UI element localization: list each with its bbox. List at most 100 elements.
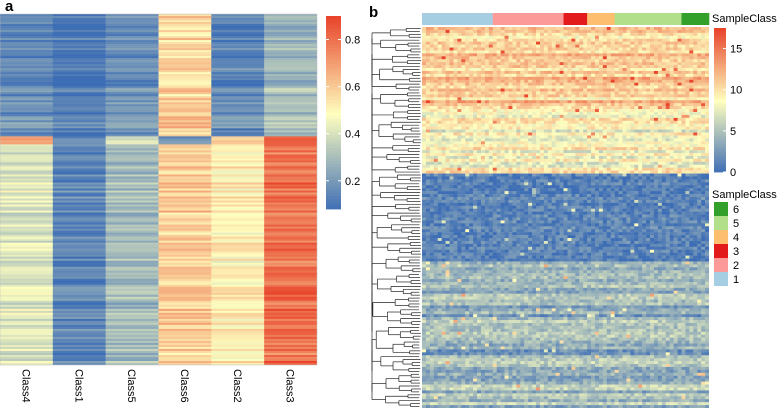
heatmap-b-cell [528, 50, 532, 53]
heatmap-a-cell [0, 110, 53, 112]
heatmap-b-cell [426, 97, 430, 100]
heatmap-b-cell [536, 27, 540, 30]
heatmap-b-cell [442, 86, 446, 89]
heatmap-a-cell [0, 118, 53, 120]
heatmap-b-cell [426, 100, 430, 103]
heatmap-b-cell [430, 109, 434, 112]
heatmap-b-cell [524, 138, 528, 141]
heatmap-b-cell [516, 121, 520, 124]
heatmap-b-cell [544, 150, 548, 153]
heatmap-b-cell [457, 159, 461, 162]
heatmap-b-cell [477, 159, 481, 162]
heatmap-b-cell [481, 68, 485, 71]
heatmap-b-cell [473, 94, 477, 97]
heatmap-b-cell [524, 48, 528, 51]
heatmap-b-cell [587, 33, 591, 36]
heatmap-b-cell [697, 59, 701, 62]
heatmap-b-cell [524, 91, 528, 94]
heatmap-b-cell [634, 74, 638, 77]
heatmap-b-cell [662, 103, 666, 106]
heatmap-a-cell [264, 265, 317, 267]
heatmap-b-cell [638, 124, 642, 127]
heatmap-b-cell [619, 59, 623, 62]
heatmap-b-cell [705, 135, 709, 138]
heatmap-a-cell [159, 134, 212, 136]
heatmap-b-cell [674, 59, 678, 62]
heatmap-b-cell [544, 138, 548, 141]
heatmap-b-cell [705, 144, 709, 147]
heatmap-b-cell [536, 103, 540, 106]
heatmap-b-cell [446, 68, 450, 71]
heatmap-a-cell [264, 215, 317, 217]
heatmap-b-cell [512, 100, 516, 103]
heatmap-b-cell [662, 62, 666, 65]
heatmap-b-cell [446, 91, 450, 94]
heatmap-a-cell [159, 351, 212, 353]
heatmap-a-cell [264, 283, 317, 285]
heatmap-a-cell [53, 213, 106, 215]
heatmap-a-cell [264, 341, 317, 343]
heatmap-b-cell [674, 109, 678, 112]
heatmap-a-cell [53, 259, 106, 261]
heatmap-a-cell [159, 132, 212, 134]
heatmap-b-cell [666, 109, 670, 112]
heatmap-b-cell [670, 124, 674, 127]
heatmap-a-cell [53, 217, 106, 219]
heatmap-a-cell [159, 78, 212, 80]
heatmap-b-cell [493, 27, 497, 30]
heatmap-b-cell [685, 109, 689, 112]
heatmap-b-cell [548, 121, 552, 124]
heatmap-b-cell [508, 94, 512, 97]
heatmap-b-cell [532, 86, 536, 89]
heatmap-b-cell [630, 83, 634, 86]
heatmap-b-cell [658, 153, 662, 156]
heatmap-b-cell [615, 56, 619, 59]
heatmap-a-cell [159, 38, 212, 40]
heatmap-a-cell [0, 136, 53, 138]
heatmap-b-cell [689, 48, 693, 51]
heatmap-b-cell [685, 68, 689, 71]
heatmap-a-cell [264, 231, 317, 233]
heatmap-b-cell [701, 59, 705, 62]
heatmap-b-cell [693, 68, 697, 71]
heatmap-b-cell [599, 62, 603, 65]
heatmap-b-cell [654, 33, 658, 36]
heatmap-b-cell [560, 100, 564, 103]
heatmap-b-cell [442, 138, 446, 141]
heatmap-b-cell [583, 138, 587, 141]
heatmap-b-cell [567, 130, 571, 133]
heatmap-b-cell [544, 127, 548, 130]
heatmap-b-cell [461, 141, 465, 144]
heatmap-a-cell [159, 285, 212, 287]
heatmap-b-cell [528, 56, 532, 59]
heatmap-b-cell [603, 27, 607, 30]
heatmap-a-cell [159, 22, 212, 24]
heatmap-b-cell [619, 36, 623, 39]
heatmap-b-cell [685, 74, 689, 77]
heatmap-b-cell [489, 97, 493, 100]
heatmap-b-cell [564, 56, 568, 59]
heatmap-b-cell [493, 77, 497, 80]
heatmap-b-cell [579, 147, 583, 150]
heatmap-b-cell [634, 53, 638, 56]
heatmap-b-cell [670, 33, 674, 36]
heatmap-b-cell [489, 36, 493, 39]
heatmap-a-cell [0, 301, 53, 303]
colorbar-a-segment [326, 29, 341, 33]
heatmap-b-cell [552, 94, 556, 97]
heatmap-a-cell [0, 329, 53, 331]
heatmap-b-cell [666, 50, 670, 53]
heatmap-b-cell [642, 36, 646, 39]
heatmap-b-cell [607, 36, 611, 39]
heatmap-b-cell [607, 106, 611, 109]
heatmap-b-cell [548, 106, 552, 109]
heatmap-a-cell [264, 261, 317, 263]
heatmap-b-cell [634, 135, 638, 138]
heatmap-b-cell [505, 135, 509, 138]
heatmap-b-cell [705, 106, 709, 109]
heatmap-a-cell [264, 186, 317, 188]
heatmap-b-cell [666, 53, 670, 56]
heatmap-b-cell [434, 77, 438, 80]
heatmap-b-cell [607, 153, 611, 156]
heatmap-b-cell [512, 150, 516, 153]
